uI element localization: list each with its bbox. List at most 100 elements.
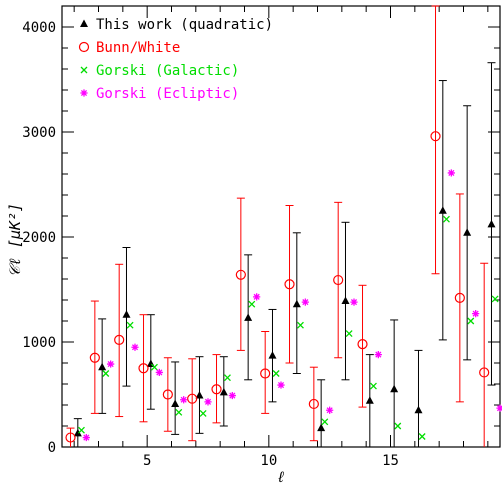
axis-ticks: 5 10 15 0 1000 2000 3000 4000 xyxy=(22,5,500,469)
triangle-marker xyxy=(414,405,423,414)
data-point xyxy=(187,393,198,404)
data-point xyxy=(204,398,212,406)
data-point xyxy=(350,298,358,306)
data-point xyxy=(175,408,183,416)
circle-marker xyxy=(308,398,319,410)
plot-frame xyxy=(61,5,501,448)
circle-marker xyxy=(333,274,344,286)
triangle-marker xyxy=(244,313,253,321)
data-point xyxy=(326,406,334,414)
cross-marker xyxy=(80,66,88,74)
cross-marker xyxy=(272,370,280,377)
triangle-marker xyxy=(292,299,301,308)
data-point xyxy=(414,405,423,414)
data-point xyxy=(374,351,382,359)
data-point xyxy=(357,339,368,350)
data-point xyxy=(333,274,344,286)
data-point xyxy=(430,131,441,142)
data-point xyxy=(447,169,455,177)
circle-marker xyxy=(430,131,441,142)
circle-marker xyxy=(89,352,100,363)
data-point xyxy=(370,382,377,390)
asterisk-marker xyxy=(204,398,212,406)
data-point xyxy=(244,313,253,321)
plot-border xyxy=(61,5,501,448)
cross-marker xyxy=(224,374,231,382)
data-point xyxy=(162,389,173,400)
cross-marker xyxy=(370,382,377,390)
triangle-marker xyxy=(73,428,82,437)
data-point xyxy=(199,409,207,417)
data-point xyxy=(317,423,326,432)
asterisk-marker xyxy=(131,343,139,351)
data-point xyxy=(454,292,465,303)
data-point xyxy=(438,206,447,214)
data-point xyxy=(253,293,261,301)
y-tick-label: 0 xyxy=(48,440,56,456)
data-point xyxy=(235,269,246,280)
data-point xyxy=(155,368,163,377)
series-0 xyxy=(73,62,496,447)
data-point xyxy=(73,428,82,437)
data-point xyxy=(82,433,90,442)
cross-marker xyxy=(443,215,450,223)
circle-marker xyxy=(479,367,490,378)
data-point xyxy=(284,279,295,290)
cross-marker xyxy=(321,418,329,426)
data-point xyxy=(138,363,149,374)
cross-marker xyxy=(248,300,256,308)
data-point xyxy=(463,228,472,236)
data-point xyxy=(114,334,125,345)
cross-marker xyxy=(175,408,183,416)
triangle-marker xyxy=(390,384,399,393)
circle-marker xyxy=(187,393,198,404)
legend-marker xyxy=(80,89,88,97)
data-point xyxy=(301,298,309,306)
x-tick-label: 5 xyxy=(143,453,151,469)
asterisk-marker xyxy=(447,169,455,177)
legend: This work (quadratic) Bunn/White Gorski (G… xyxy=(78,17,273,102)
data-point xyxy=(345,330,353,338)
legend-marker xyxy=(80,66,88,74)
circle-marker xyxy=(211,384,222,395)
data-marks xyxy=(65,5,502,447)
cross-marker xyxy=(394,422,402,430)
triangle-marker xyxy=(438,206,447,214)
triangle-marker xyxy=(463,228,472,236)
triangle-marker xyxy=(98,362,107,371)
asterisk-marker xyxy=(80,89,88,97)
y-tick-label: 4000 xyxy=(22,20,56,36)
cross-marker xyxy=(297,321,304,329)
asterisk-marker xyxy=(277,381,285,389)
y-axis-label: 𝒞ℓ [μK²] xyxy=(6,203,24,277)
triangle-marker xyxy=(365,396,374,404)
circle-marker xyxy=(454,292,465,303)
asterisk-marker xyxy=(228,391,236,400)
triangle-marker xyxy=(195,391,204,399)
data-point xyxy=(131,343,139,351)
circle-marker xyxy=(284,279,295,290)
cross-marker xyxy=(418,433,426,440)
asterisk-marker xyxy=(350,298,358,306)
data-point xyxy=(98,362,107,371)
data-point xyxy=(122,310,131,318)
data-point xyxy=(292,299,301,308)
data-point xyxy=(180,396,188,404)
legend-entry: Bunn/White xyxy=(96,40,180,56)
data-point xyxy=(228,391,236,400)
triangle-marker xyxy=(317,423,326,432)
series-1 xyxy=(65,5,490,447)
circle-marker xyxy=(235,269,246,280)
cross-marker xyxy=(151,363,158,371)
asterisk-marker xyxy=(374,351,382,359)
data-point xyxy=(78,426,85,434)
triangle-marker xyxy=(487,219,496,228)
data-point xyxy=(308,398,319,410)
data-point xyxy=(219,387,228,396)
cross-marker xyxy=(199,409,207,417)
circle-marker xyxy=(65,432,76,443)
data-point xyxy=(467,317,475,325)
data-point xyxy=(171,399,180,407)
series-2 xyxy=(78,215,499,440)
